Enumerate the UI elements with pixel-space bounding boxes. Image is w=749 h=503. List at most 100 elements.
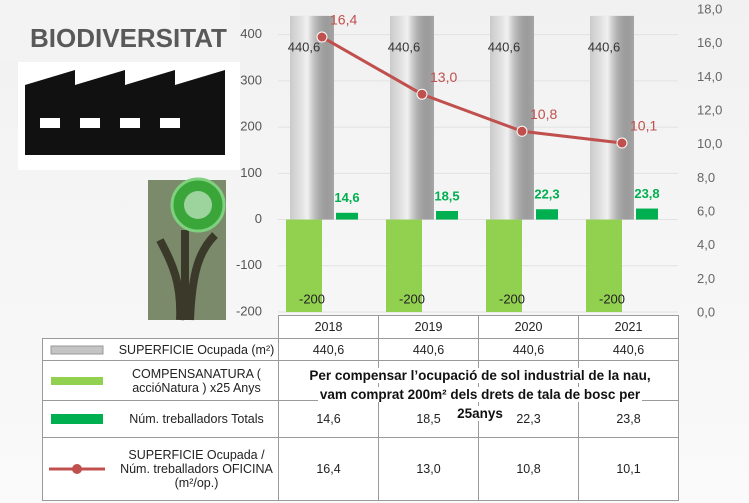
table-value: 10,8 [516, 462, 541, 476]
year-cell: 2019 [378, 315, 479, 339]
y-tick-label: 200 [240, 119, 262, 134]
legend-bar [51, 376, 103, 385]
legend-swatch [51, 414, 103, 424]
table-value: 440,6 [312, 342, 345, 357]
data-label: -200 [299, 291, 325, 306]
line-marker [616, 137, 628, 149]
data-label: 14,6 [334, 190, 359, 205]
table-cell: 440,6 [578, 338, 679, 361]
bar-shade [490, 15, 534, 220]
y2-tick-label: 6,0 [697, 203, 715, 218]
data-label: -200 [499, 291, 525, 306]
y2-tick-label: 18,0 [697, 2, 722, 17]
table-value: 440,6 [512, 342, 545, 357]
y2-tick-label: 8,0 [697, 170, 715, 185]
data-label: 10,1 [630, 118, 657, 134]
bar [486, 219, 522, 312]
data-label: 10,8 [530, 106, 557, 122]
y-tick-label: -200 [236, 303, 262, 318]
data-label: 440,6 [388, 39, 421, 54]
bar [436, 211, 458, 220]
left-panel: BIODIVERSITAT [0, 0, 240, 321]
table-value: 440,6 [412, 342, 445, 357]
table-cell: 440,6 [478, 338, 579, 361]
year-cell: 2018 [278, 315, 379, 339]
title-bg [0, 0, 240, 62]
y2-tick-label: 2,0 [697, 271, 715, 286]
legend-label: SUPERFICIE Ocupada (m²) [118, 342, 275, 357]
data-label: 16,4 [330, 12, 357, 28]
note: Per compensar l’ocupació de sol industri… [265, 366, 695, 423]
data-label: -200 [599, 291, 625, 306]
y2-tick-label: 12,0 [697, 103, 722, 118]
table-value: 10,1 [616, 462, 641, 476]
table-cell: 13,0 [378, 437, 479, 501]
data-label: -200 [399, 291, 425, 306]
table-cell: 440,6 [278, 338, 379, 361]
note-line: vam comprat 200m² dels drets de tala de … [317, 387, 643, 402]
legend-bar [51, 414, 103, 424]
y2-tick-label: 4,0 [697, 237, 715, 252]
line-marker [516, 125, 528, 137]
y2-tick-label: 14,0 [697, 69, 722, 84]
line-marker [416, 88, 428, 100]
legend-bar [50, 345, 104, 354]
table-value: 14,6 [316, 412, 341, 426]
page-title: BIODIVERSITAT [30, 23, 227, 53]
factory-icon [25, 70, 225, 155]
legend-cell: COMPENSANATURA ( accióNatura ) x25 Anys [42, 360, 279, 401]
bar [536, 209, 558, 220]
bar-shade [290, 15, 334, 220]
data-label: 440,6 [588, 39, 621, 54]
window [160, 118, 180, 128]
data-label: 440,6 [288, 39, 321, 54]
table-cell: 10,1 [578, 437, 679, 501]
y-tick-label: 300 [240, 72, 262, 87]
bar [386, 219, 422, 312]
data-label: 23,8 [634, 186, 659, 201]
line-marker [316, 31, 328, 43]
bar-shade [390, 15, 434, 220]
table-cell: 16,4 [278, 437, 379, 501]
y-tick-label: -100 [236, 257, 262, 272]
table-value: 440,6 [612, 342, 645, 357]
y-tick-label: 400 [240, 26, 262, 41]
legend-cell: SUPERFICIE Ocupada / Núm. treballadors O… [42, 437, 279, 501]
legend-cell: Núm. treballadors Totals [42, 400, 279, 438]
year-cell: 2020 [478, 315, 579, 339]
legend-swatch [49, 464, 105, 474]
window [40, 118, 60, 128]
note-line: Per compensar l’ocupació de sol industri… [307, 368, 653, 383]
table-value: 22,3 [516, 412, 541, 426]
table-value: 13,0 [416, 462, 441, 476]
table-value: 16,4 [316, 462, 341, 476]
line [321, 35, 623, 145]
legend-label: Núm. treballadors Totals [129, 412, 264, 426]
table-value: 18,5 [416, 412, 441, 426]
note-line: 25anys [455, 406, 505, 421]
y-tick-label: 0 [255, 211, 262, 226]
legend-label: SUPERFICIE Ocupada / Núm. treballadors O… [120, 448, 273, 490]
bar [636, 208, 658, 220]
data-label: 440,6 [488, 39, 521, 54]
table-cell: 440,6 [378, 338, 479, 361]
bar-shade [590, 15, 634, 220]
data-label: 18,5 [434, 188, 459, 203]
data-label: 22,3 [534, 187, 559, 202]
legend-cell: SUPERFICIE Ocupada (m²) [42, 338, 279, 361]
legend-swatch [50, 345, 104, 354]
table-value: 23,8 [616, 412, 641, 426]
bar [336, 212, 358, 220]
y-tick-label: 100 [240, 165, 262, 180]
legend-swatch [51, 376, 103, 385]
y2-tick-label: 16,0 [697, 35, 722, 50]
table-cell: 10,8 [478, 437, 579, 501]
y2-tick-label: 0,0 [697, 304, 715, 319]
bar [586, 219, 622, 312]
year-cell: 2021 [578, 315, 679, 339]
legend-label: COMPENSANATURA ( accióNatura ) x25 Anys [132, 366, 261, 395]
data-label: 13,0 [430, 69, 457, 85]
legend-marker [72, 464, 82, 474]
